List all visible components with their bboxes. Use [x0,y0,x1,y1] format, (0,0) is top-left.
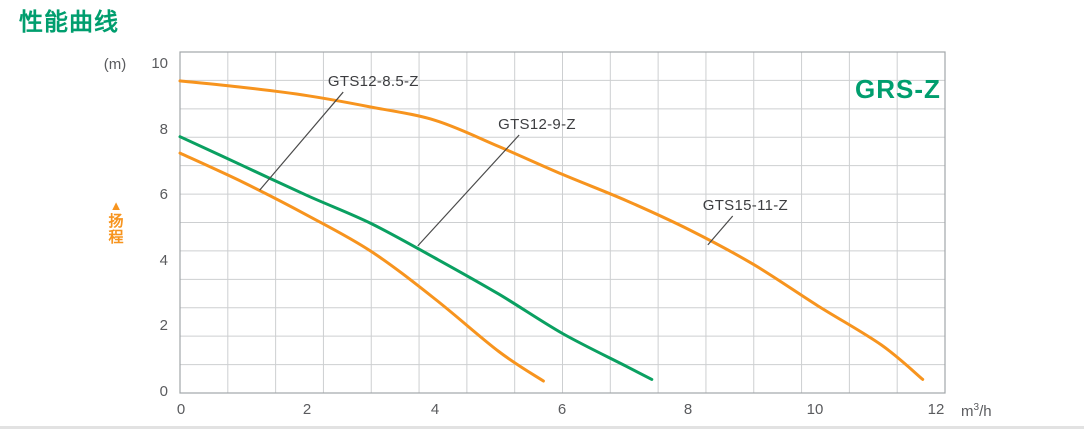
curve-GTS12-8.5-Z [178,151,545,383]
x-unit-base: m [961,403,974,420]
leader-line-GTS12-9-Z [417,134,520,247]
curve-label-gts15-11-z: GTS15-11-Z [702,197,788,215]
x-tick-0: 0 [176,401,186,418]
y-tick-4: 4 [159,252,168,269]
y-axis-title-char-2: 程 [108,229,124,246]
y-axis-title-char-1: 扬 [108,213,124,230]
curve-GTS12-9-Z [178,135,654,381]
x-unit-superscript: 3 [973,402,980,413]
x-tick-6: 6 [557,401,567,418]
series-brand-label: GRS-Z [855,74,941,104]
y-tick-0: 0 [159,383,168,400]
plot-border [179,51,946,394]
y-tick-10: 10 [151,55,168,72]
triangle-up-icon: ▲ [109,198,123,213]
y-tick-6: 6 [159,186,168,203]
x-tick-4: 4 [430,401,440,418]
leader-line-GTS12-8.5-Z [259,91,344,191]
leader-line-GTS15-11-Z [707,215,734,246]
y-tick-2: 2 [159,317,168,334]
y-axis-unit-label: (m) [103,56,127,73]
x-tick-8: 8 [683,401,693,418]
x-tick-10: 10 [806,401,824,418]
x-axis-unit-label: m3/h [961,402,992,420]
x-tick-2: 2 [302,401,312,418]
x-tick-12: 12 [927,401,945,418]
x-unit-rest: /h [979,403,992,420]
bottom-divider [0,426,1084,429]
y-axis-title: ▲ 扬 程 [104,198,128,246]
y-tick-8: 8 [159,121,168,138]
page-title: 性能曲线 [19,9,119,36]
curve-GTS15-11-Z [178,79,925,381]
curve-label-gts12-9-z: GTS12-9-Z [498,116,576,134]
curve-label-gts12-8-5-z: GTS12-8.5-Z [327,73,419,91]
